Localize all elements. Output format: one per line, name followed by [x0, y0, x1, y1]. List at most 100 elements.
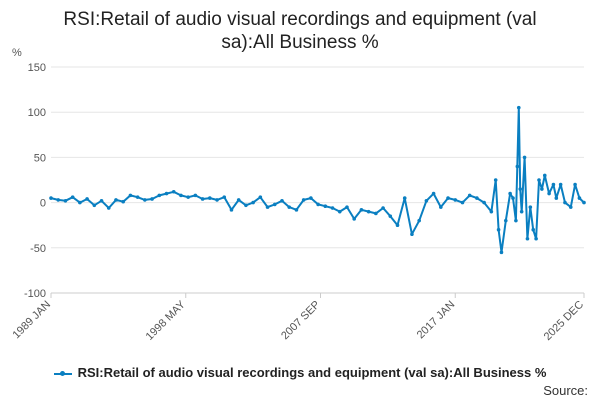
- data-point[interactable]: [568, 205, 573, 209]
- source-label: Source:: [543, 383, 588, 398]
- data-point[interactable]: [56, 198, 61, 202]
- data-point[interactable]: [114, 198, 118, 202]
- data-point[interactable]: [301, 198, 306, 202]
- data-point[interactable]: [493, 178, 498, 182]
- data-point[interactable]: [573, 182, 577, 187]
- data-point[interactable]: [424, 198, 429, 203]
- data-point[interactable]: [359, 208, 364, 212]
- data-point[interactable]: [453, 198, 458, 202]
- data-point[interactable]: [229, 208, 234, 212]
- data-point[interactable]: [537, 178, 541, 182]
- data-point[interactable]: [558, 182, 563, 187]
- data-point[interactable]: [577, 196, 582, 200]
- data-point[interactable]: [63, 198, 68, 203]
- data-point[interactable]: [482, 200, 486, 205]
- data-point[interactable]: [121, 199, 125, 204]
- data-point[interactable]: [446, 196, 450, 200]
- data-point[interactable]: [503, 218, 508, 223]
- data-point[interactable]: [236, 198, 241, 202]
- y-tick-label: 0: [40, 198, 46, 210]
- legend[interactable]: RSI:Retail of audio visual recordings an…: [0, 365, 600, 380]
- grid-lines: [51, 66, 584, 294]
- data-point[interactable]: [179, 193, 183, 198]
- data-point[interactable]: [265, 205, 270, 209]
- data-point[interactable]: [518, 187, 523, 191]
- data-point[interactable]: [554, 196, 559, 200]
- data-point[interactable]: [514, 218, 518, 223]
- data-point[interactable]: [309, 196, 313, 200]
- data-point[interactable]: [582, 200, 586, 205]
- data-point[interactable]: [272, 202, 277, 207]
- data-point[interactable]: [366, 209, 371, 214]
- data-point[interactable]: [417, 218, 421, 223]
- data-point[interactable]: [294, 208, 299, 212]
- data-point[interactable]: [531, 227, 536, 232]
- data-point[interactable]: [92, 203, 97, 208]
- data-point[interactable]: [542, 173, 547, 178]
- data-point[interactable]: [186, 195, 190, 199]
- data-point[interactable]: [171, 189, 176, 194]
- data-point[interactable]: [402, 196, 407, 200]
- data-point[interactable]: [222, 195, 227, 199]
- data-point[interactable]: [287, 205, 292, 209]
- y-tick-label: -50: [30, 243, 46, 255]
- data-point[interactable]: [460, 200, 465, 205]
- data-point[interactable]: [200, 197, 205, 201]
- data-point[interactable]: [164, 191, 169, 196]
- data-point[interactable]: [193, 193, 198, 198]
- data-point[interactable]: [157, 193, 162, 198]
- data-point[interactable]: [410, 232, 414, 237]
- data-point[interactable]: [508, 191, 512, 196]
- data-point[interactable]: [345, 205, 349, 209]
- data-point[interactable]: [563, 200, 567, 205]
- chart-title: RSI:Retail of audio visual recordings an…: [0, 8, 600, 54]
- data-point[interactable]: [439, 205, 443, 209]
- data-point[interactable]: [352, 217, 356, 221]
- data-point[interactable]: [280, 198, 284, 203]
- data-point[interactable]: [388, 214, 393, 218]
- data-point[interactable]: [540, 187, 544, 191]
- data-point[interactable]: [215, 198, 219, 202]
- data-point[interactable]: [99, 198, 104, 203]
- data-point[interactable]: [135, 195, 140, 199]
- x-tick-label: 1989 JAN: [10, 299, 53, 342]
- data-point[interactable]: [150, 197, 154, 201]
- data-point[interactable]: [496, 227, 501, 232]
- legend-series-label: RSI:Retail of audio visual recordings an…: [77, 365, 547, 380]
- data-point[interactable]: [208, 196, 212, 200]
- data-point[interactable]: [522, 155, 527, 160]
- data-point[interactable]: [516, 105, 521, 110]
- data-point[interactable]: [525, 236, 530, 241]
- data-point[interactable]: [534, 236, 538, 241]
- data-point[interactable]: [381, 206, 385, 210]
- data-point[interactable]: [128, 193, 133, 198]
- data-point[interactable]: [251, 200, 255, 205]
- data-point[interactable]: [528, 205, 533, 209]
- data-point[interactable]: [49, 196, 53, 200]
- data-point[interactable]: [475, 196, 479, 200]
- data-point[interactable]: [106, 206, 111, 210]
- data-point[interactable]: [547, 191, 551, 196]
- data-point[interactable]: [431, 191, 436, 196]
- data-point[interactable]: [85, 197, 89, 201]
- data-point[interactable]: [316, 202, 320, 207]
- data-point[interactable]: [337, 209, 342, 214]
- data-point[interactable]: [330, 206, 335, 210]
- data-point[interactable]: [244, 203, 248, 208]
- data-point[interactable]: [323, 204, 328, 209]
- data-point[interactable]: [374, 211, 378, 216]
- data-point[interactable]: [519, 209, 524, 214]
- data-point[interactable]: [70, 195, 75, 199]
- y-tick-label: 50: [34, 152, 46, 164]
- series-group: [49, 105, 586, 255]
- data-point[interactable]: [551, 182, 556, 187]
- data-point[interactable]: [258, 195, 263, 199]
- data-point[interactable]: [467, 193, 472, 198]
- data-point[interactable]: [143, 198, 147, 202]
- data-point[interactable]: [489, 209, 494, 214]
- data-point[interactable]: [499, 250, 504, 255]
- data-point[interactable]: [78, 200, 82, 205]
- data-point[interactable]: [511, 196, 515, 200]
- data-point[interactable]: [395, 223, 400, 227]
- data-point[interactable]: [515, 164, 520, 169]
